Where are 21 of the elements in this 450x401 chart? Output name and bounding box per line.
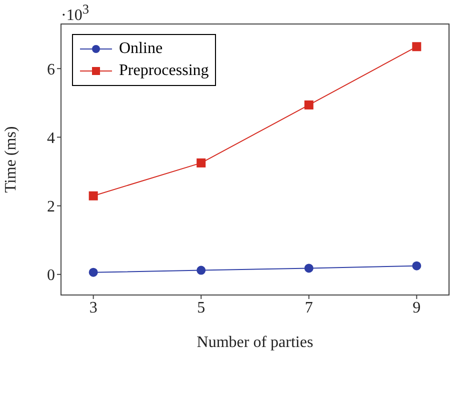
y-tick-label: 6 <box>47 61 55 78</box>
y-tick-label: 0 <box>47 267 55 284</box>
point <box>412 42 422 52</box>
point <box>412 261 422 270</box>
point <box>196 266 206 275</box>
x-tick-label: 9 <box>412 299 421 316</box>
legend-label: Online <box>119 39 163 59</box>
y-tick-label: 2 <box>47 198 55 216</box>
x-tick-label: 3 <box>89 299 98 316</box>
x-tick-label: 7 <box>304 299 313 316</box>
point <box>304 100 314 110</box>
annotation: ·10$^{3}$ <box>61 2 89 24</box>
point <box>88 191 98 200</box>
y-axis-title: Time (ms) <box>2 126 20 193</box>
y-tick-label: 4 <box>47 130 55 147</box>
point <box>304 264 314 273</box>
point <box>88 268 98 277</box>
x-tick-label: 5 <box>197 299 206 316</box>
point <box>196 158 206 168</box>
x-axis-title: Number of parties <box>196 334 314 351</box>
legend-label: Preprocessing <box>119 61 209 81</box>
